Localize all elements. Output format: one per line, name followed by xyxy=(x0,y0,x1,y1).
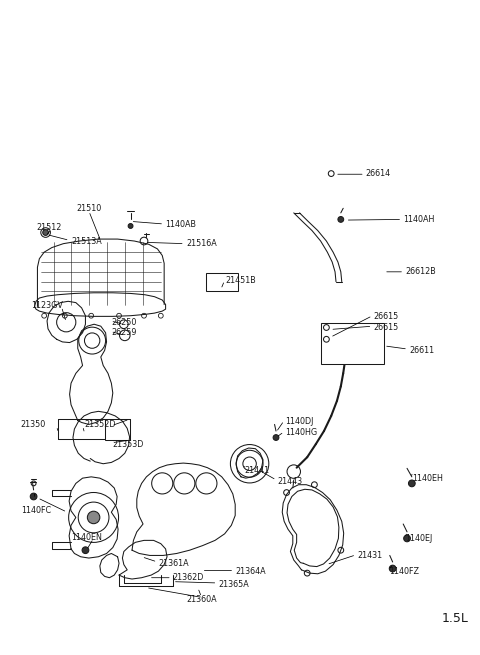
Text: 1140FZ: 1140FZ xyxy=(389,567,419,576)
Text: 26615: 26615 xyxy=(373,312,399,321)
Circle shape xyxy=(87,511,100,524)
Text: 21361A: 21361A xyxy=(158,559,189,568)
Text: 26250: 26250 xyxy=(111,318,137,327)
Text: 26612B: 26612B xyxy=(406,267,436,276)
Polygon shape xyxy=(37,239,164,307)
Circle shape xyxy=(273,435,279,440)
Circle shape xyxy=(404,535,410,542)
Text: 21362D: 21362D xyxy=(173,573,204,582)
Polygon shape xyxy=(35,293,166,316)
Text: 21516A: 21516A xyxy=(186,239,217,248)
Text: 21512: 21512 xyxy=(36,223,61,233)
Text: 1140HG: 1140HG xyxy=(286,428,318,437)
Text: 1140AB: 1140AB xyxy=(166,219,197,229)
Circle shape xyxy=(82,547,89,553)
Text: 1140EH: 1140EH xyxy=(412,474,443,483)
Text: 21451B: 21451B xyxy=(226,276,256,285)
Text: 21441: 21441 xyxy=(245,466,270,475)
Circle shape xyxy=(128,223,133,229)
Text: 21513A: 21513A xyxy=(71,236,102,246)
Text: 26259: 26259 xyxy=(111,328,137,337)
Text: 1140FC: 1140FC xyxy=(22,506,52,515)
Text: 26611: 26611 xyxy=(409,346,434,355)
Text: 21350: 21350 xyxy=(20,420,46,429)
Text: 21353D: 21353D xyxy=(113,440,144,449)
Text: 21364A: 21364A xyxy=(235,567,266,576)
Text: 21431: 21431 xyxy=(358,551,383,560)
Text: 21360A: 21360A xyxy=(186,595,217,604)
Bar xyxy=(206,273,238,291)
Text: 26614: 26614 xyxy=(366,169,391,178)
Text: 21443: 21443 xyxy=(277,477,302,486)
Text: 1123GV: 1123GV xyxy=(31,301,63,310)
Text: 26615: 26615 xyxy=(373,323,399,332)
Text: 21365A: 21365A xyxy=(218,580,249,589)
Circle shape xyxy=(30,493,37,500)
Text: 1140EN: 1140EN xyxy=(71,533,102,542)
Text: 21510: 21510 xyxy=(76,204,101,213)
Text: 1.5L: 1.5L xyxy=(442,612,468,626)
Text: 1140AH: 1140AH xyxy=(403,215,434,224)
Bar xyxy=(321,323,384,364)
Circle shape xyxy=(43,230,48,235)
Circle shape xyxy=(338,217,344,222)
Text: 1140DJ: 1140DJ xyxy=(286,417,314,426)
Circle shape xyxy=(408,480,415,487)
Text: 21352D: 21352D xyxy=(84,420,116,429)
Circle shape xyxy=(389,565,396,572)
Text: 1140EJ: 1140EJ xyxy=(406,534,433,543)
